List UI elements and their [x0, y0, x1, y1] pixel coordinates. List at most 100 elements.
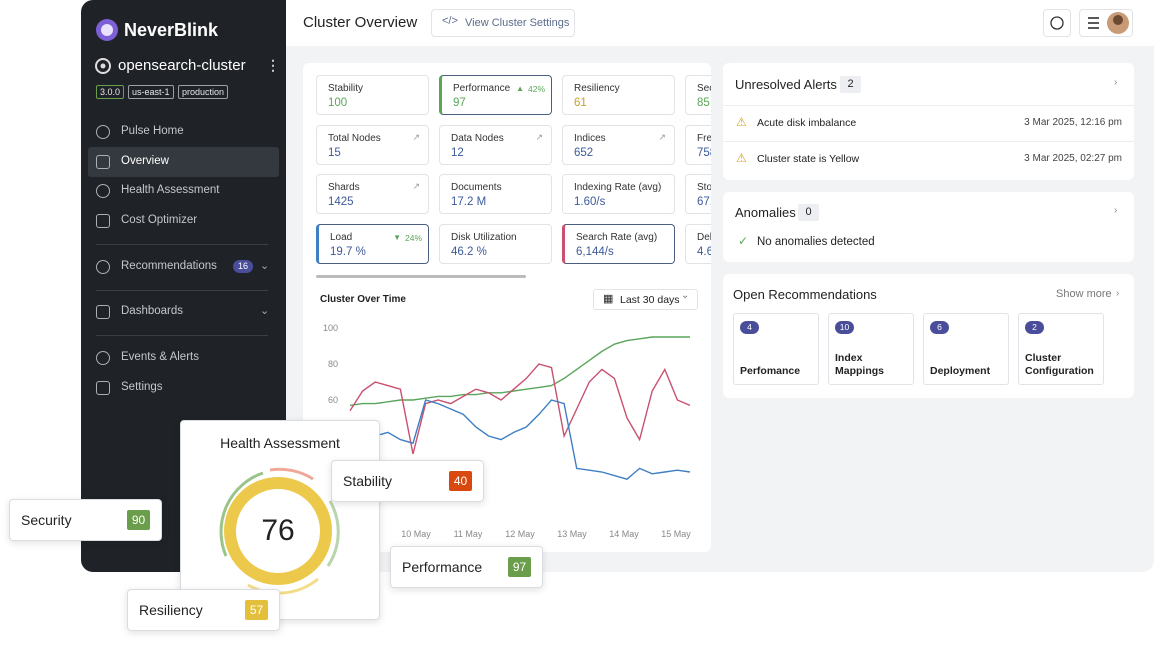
y-tick-label: 100	[323, 323, 338, 333]
external-link[interactable]: ↗	[412, 132, 420, 142]
metric-tile[interactable]: Indices 652 ↗	[562, 125, 675, 165]
metric-value: 1.60/s	[574, 196, 606, 208]
nav-icon	[96, 155, 110, 169]
nav-active	[88, 147, 279, 177]
external-link[interactable]: ↗	[658, 132, 666, 142]
recommendations-card	[723, 274, 1134, 398]
external-link[interactable]: ↗	[535, 132, 543, 142]
nav-item[interactable]: Dashboards	[121, 305, 184, 317]
metric-tile[interactable]: Shards 1425 ↗	[316, 174, 429, 214]
metric-tile[interactable]: Resiliency 61	[562, 75, 675, 115]
chevron[interactable]: ›	[1114, 77, 1118, 88]
component-label: Performance	[402, 559, 483, 575]
metric-value: 1425	[328, 196, 354, 208]
metric-tile[interactable]: Disk Utilization 46.2 %	[439, 224, 552, 264]
health-card	[180, 420, 380, 620]
metric-tile[interactable]: Indexing Rate (avg) 1.60/s	[562, 174, 675, 214]
nav-item[interactable]: Recommendations	[121, 260, 217, 272]
cluster-menu[interactable]: ⋮	[266, 57, 280, 73]
metric-tile[interactable]: Performance 97 ▲ 42%	[439, 75, 552, 115]
warning-icon: ⚠	[736, 151, 747, 165]
rec-card[interactable]	[923, 313, 1009, 385]
metric-value: 758	[697, 147, 711, 159]
range-dropdown[interactable]	[593, 289, 698, 310]
metric-label: Dele	[697, 232, 711, 243]
help-button[interactable]	[1043, 9, 1071, 37]
metric-tile[interactable]: Documents 17.2 M	[439, 174, 552, 214]
metric-tile[interactable]: Search Rate (avg) 6,144/s	[562, 224, 675, 264]
alert-text[interactable]: Acute disk imbalance	[757, 117, 857, 129]
x-tick-label: 14 May	[609, 529, 639, 539]
alerts-card	[723, 63, 1134, 180]
metric-tile[interactable]: Dele 4.6	[685, 224, 711, 264]
metric-value: 17.2 M	[451, 196, 487, 208]
external-link[interactable]: ↗	[412, 181, 420, 191]
rec-card[interactable]	[1018, 313, 1104, 385]
metric-label: Data Nodes	[451, 133, 504, 144]
settings-button[interactable]	[431, 9, 575, 37]
health-title: Health Assessment	[220, 435, 340, 451]
region-tag: us-east-1	[128, 85, 174, 99]
x-tick-label: 10 May	[401, 529, 431, 539]
anomalies-count: 0	[798, 204, 819, 221]
settings-link[interactable]: View Cluster Settings	[465, 17, 570, 29]
chevron: ⌄	[681, 290, 690, 301]
chevron[interactable]: ›	[1116, 288, 1120, 299]
rec-count: 10	[835, 321, 854, 334]
component-label: Security	[21, 512, 72, 528]
metric-value: 97	[453, 97, 466, 109]
anomalies-card	[723, 192, 1134, 262]
metric-label: Stability	[328, 83, 364, 94]
shape	[269, 467, 314, 481]
chevron[interactable]: ›	[1114, 205, 1118, 216]
divider	[96, 244, 268, 245]
metric-delta: 24%	[404, 233, 422, 243]
nav-item[interactable]: Pulse Home	[121, 125, 184, 137]
metric-value: 85	[697, 97, 710, 109]
show-more[interactable]: Show more	[1056, 288, 1112, 300]
menu-button[interactable]	[1079, 9, 1133, 37]
alerts-count: 2	[840, 76, 861, 93]
metric-tile[interactable]: Sec 85	[685, 75, 711, 115]
divider	[96, 335, 268, 336]
series-line	[349, 399, 691, 480]
top-bar	[286, 0, 1154, 46]
page-title: Cluster Overview	[303, 14, 418, 31]
metric-label: Performance	[453, 83, 511, 94]
metric-tile[interactable]: Free 758	[685, 125, 711, 165]
nav-item[interactable]: Cost Optimizer	[121, 214, 198, 226]
metrics-grid: Stability 100 Performance 97 ▲ 42% Resiliency 6…	[303, 63, 711, 278]
metric-value: 61	[574, 97, 587, 109]
range-label[interactable]: Last 30 days	[620, 294, 680, 306]
metric-label: Disk Utilization	[451, 232, 517, 243]
rec-card[interactable]	[828, 313, 914, 385]
version-tag: 3.0.0	[96, 85, 125, 99]
nav-item[interactable]: Settings	[121, 381, 163, 393]
metric-label: Shards	[328, 182, 360, 193]
metric-value: 12	[451, 147, 464, 159]
x-tick-label: 12 May	[505, 529, 535, 539]
chevron[interactable]: ⌄	[260, 305, 270, 317]
metric-tile[interactable]: Stability 100	[316, 75, 429, 115]
x-tick-label: 11 May	[454, 529, 483, 539]
nav-item[interactable]: Overview	[121, 155, 169, 167]
alert-text[interactable]: Cluster state is Yellow	[757, 153, 860, 165]
metric-label: Documents	[451, 182, 502, 193]
metric-value: 67.	[697, 196, 711, 208]
metric-tile[interactable]: Sto 67.	[685, 174, 711, 214]
rec-card[interactable]	[733, 313, 819, 385]
metric-tile[interactable]: Load 19.7 % ▼ 24%	[316, 224, 429, 264]
nav-icon	[96, 351, 110, 365]
chevron[interactable]: ⌄	[260, 260, 270, 272]
metric-delta: 42%	[527, 84, 545, 94]
scrollbar[interactable]	[316, 275, 526, 278]
shape	[95, 58, 111, 74]
metric-label: Resiliency	[574, 83, 620, 94]
nav-item[interactable]: Health Assessment	[121, 184, 220, 196]
nav-item[interactable]: Events & Alerts	[121, 351, 199, 363]
rec-label: Deployment	[930, 365, 991, 377]
help-icon	[1050, 16, 1064, 30]
metric-label: Indices	[574, 133, 606, 144]
metric-tile[interactable]: Total Nodes 15 ↗	[316, 125, 429, 165]
metric-tile[interactable]: Data Nodes 12 ↗	[439, 125, 552, 165]
